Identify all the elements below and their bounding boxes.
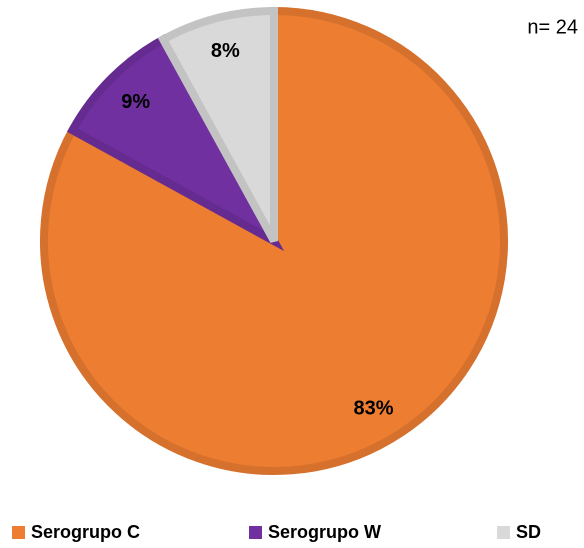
data-label: 9% <box>121 91 150 113</box>
legend-label: SD <box>516 522 541 542</box>
data-label: 83% <box>354 398 394 420</box>
legend-swatch <box>12 526 25 539</box>
legend-label: Serogrupo W <box>268 522 381 542</box>
legend-label: Serogrupo C <box>31 522 140 542</box>
pie-slice <box>157 6 278 243</box>
data-label: 8% <box>211 40 240 62</box>
legend-swatch <box>249 526 262 539</box>
legend-swatch <box>497 526 510 539</box>
annotation: n= 24 <box>527 16 578 38</box>
pie-slice <box>67 34 285 252</box>
